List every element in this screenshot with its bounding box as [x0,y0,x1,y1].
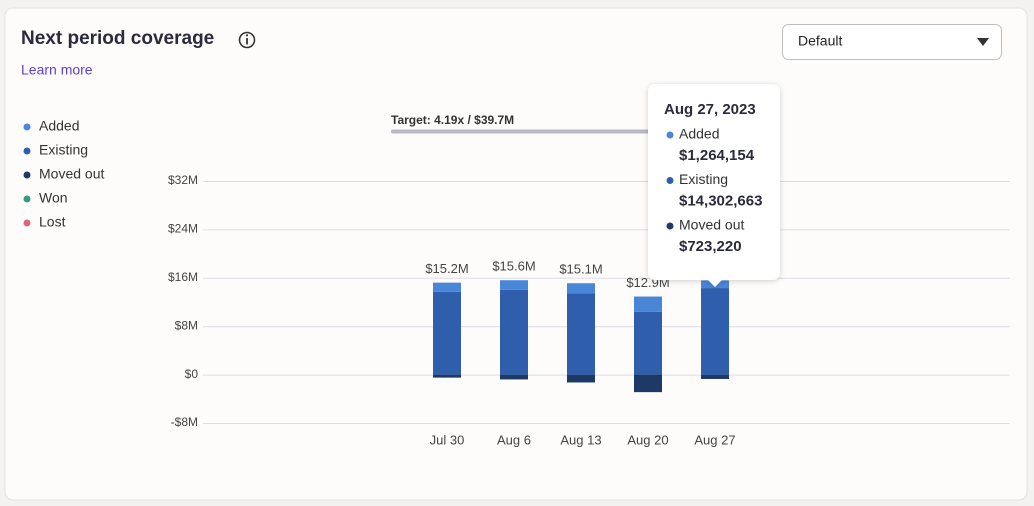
tooltip-series: Moved out [679,217,744,233]
y-tick-label: $8M [175,318,198,332]
x-tick-label: Aug 6 [497,432,531,447]
x-tick-label: Aug 20 [627,432,668,447]
tooltip-series: Added [679,126,719,142]
total-label: $15.1M [559,262,602,277]
legend-label: Added [39,118,79,134]
legend-dot [23,195,31,203]
tooltip-dot [666,222,674,230]
bar-segment[interactable] [500,374,528,380]
bar-segment[interactable] [634,296,662,312]
learn-more-link[interactable]: Learn more [21,62,93,78]
bar-segment[interactable] [433,282,461,292]
dropdown-value: Default [798,33,842,49]
bar-segment[interactable] [701,374,729,379]
target-label: Target: 4.19x / $39.7M [391,113,514,127]
tooltip-series: Existing [679,171,728,187]
legend-label: Lost [39,214,66,230]
bar-segment[interactable] [433,291,461,375]
total-label: $15.6M [492,259,535,274]
y-tick-label: $32M [168,173,198,187]
info-icon[interactable] [238,31,256,49]
tooltip-value: $14,302,663 [679,192,762,209]
legend-dot [23,123,31,131]
card [4,7,1028,501]
y-tick-label: $24M [168,222,198,236]
bar-segment[interactable] [567,293,595,375]
dropdown[interactable]: Default [782,24,1002,60]
x-tick-label: Aug 13 [560,432,601,447]
x-tick-label: Jul 30 [430,432,465,447]
legend-label: Won [39,190,68,206]
legend-label: Existing [39,142,88,158]
tooltip-dot [666,131,674,139]
y-tick-label: $0 [185,367,199,381]
tooltip-value: $723,220 [679,238,742,255]
tooltip-value: $1,264,154 [679,147,755,164]
bar-segment[interactable] [567,374,595,383]
bar-segment[interactable] [500,280,528,290]
card-title: Next period coverage [21,28,214,49]
bar-segment[interactable] [634,374,662,393]
tooltip-title: Aug 27, 2023 [664,101,756,118]
tooltip-dot [666,177,674,184]
legend-dot [23,147,31,155]
bar-segment[interactable] [634,311,662,375]
bar-segment[interactable] [567,283,595,294]
legend-dot [23,219,31,227]
bar-segment[interactable] [500,289,528,375]
x-tick-label: Aug 27 [694,432,735,447]
total-label: $15.2M [425,261,468,276]
bar-segment[interactable] [701,288,729,375]
legend-dot [23,171,31,179]
legend-label: Moved out [39,166,104,182]
bar-segment[interactable] [433,374,461,378]
tooltip-box [648,84,780,287]
y-tick-label: $16M [168,270,198,284]
y-tick-label: -$8M [171,415,198,429]
